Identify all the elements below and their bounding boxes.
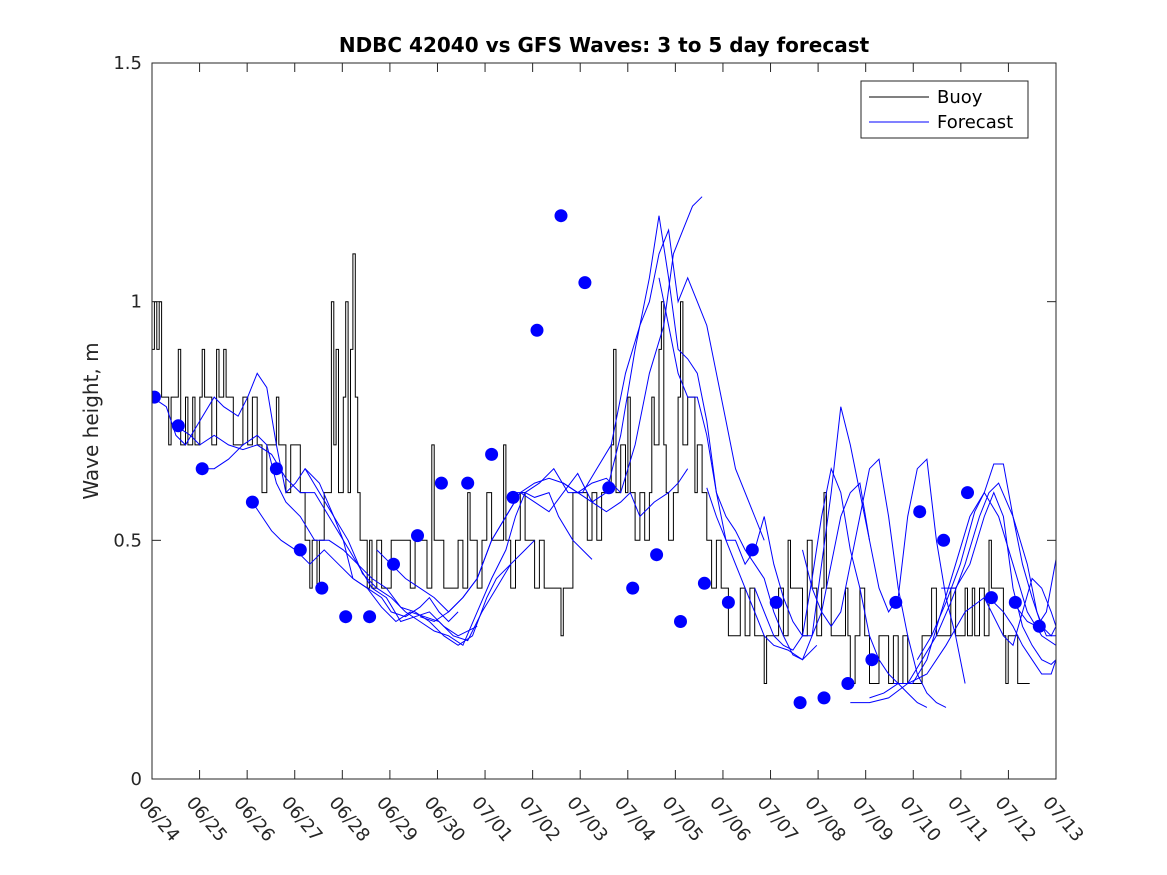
series-line-forecast-run-17 xyxy=(941,491,1056,666)
forecast-marker-2 xyxy=(195,462,209,476)
forecast-marker-1 xyxy=(171,419,185,433)
series-line-forecast-run-9 xyxy=(658,277,870,661)
chart-title: NDBC 42040 vs GFS Waves: 3 to 5 day fore… xyxy=(339,33,870,57)
series-line-forecast-run-4 xyxy=(304,468,593,647)
forecast-marker-33 xyxy=(961,486,974,500)
forecast-marker-9 xyxy=(387,557,400,571)
forecast-marker-17 xyxy=(578,276,592,290)
series-line-forecast-run-0 xyxy=(152,372,459,623)
forecast-marker-18 xyxy=(602,481,616,495)
forecast-marker-20 xyxy=(650,548,664,562)
legend-label-forecast: Forecast xyxy=(937,112,1013,133)
forecast-marker-22 xyxy=(697,576,711,590)
forecast-marker-13 xyxy=(485,447,499,461)
forecast-marker-15 xyxy=(530,323,544,337)
series-line-forecast-run-18 xyxy=(988,597,1056,675)
forecast-marker-0 xyxy=(152,390,161,404)
forecast-marker-25 xyxy=(769,595,783,609)
legend-label-buoy: Buoy xyxy=(937,87,983,108)
series-line-forecast-run-7 xyxy=(510,228,765,541)
y-tick-label: 1 xyxy=(131,292,142,313)
forecast-marker-16 xyxy=(554,209,568,223)
forecast-marker-36 xyxy=(1032,619,1046,633)
plot-area xyxy=(152,196,1056,710)
series-line-forecast-run-8 xyxy=(563,215,818,661)
forecast-marker-12 xyxy=(461,476,475,490)
series-line-forecast-run-5 xyxy=(376,468,689,613)
forecast-marker-7 xyxy=(339,610,353,624)
forecast-marker-30 xyxy=(889,595,903,609)
axes-box xyxy=(151,62,1057,780)
series-line-forecast-run-15 xyxy=(893,482,1056,684)
forecast-marker-27 xyxy=(817,691,831,705)
y-tick-label: 1.5 xyxy=(113,53,142,74)
forecast-marker-19 xyxy=(626,581,640,595)
forecast-marker-28 xyxy=(841,677,855,690)
series-line-forecast-run-12 xyxy=(802,458,947,708)
forecast-marker-29 xyxy=(865,653,879,667)
series-line-forecast-run-13 xyxy=(850,577,1056,704)
forecast-marker-4 xyxy=(269,462,283,476)
forecast-marker-24 xyxy=(745,543,759,557)
forecast-marker-34 xyxy=(984,591,998,605)
forecast-marker-6 xyxy=(315,581,329,595)
y-tick-label: 0 xyxy=(131,769,142,790)
legend: Buoy Forecast xyxy=(860,80,1029,139)
forecast-marker-11 xyxy=(434,476,448,490)
forecast-marker-21 xyxy=(674,615,687,628)
forecast-marker-3 xyxy=(245,495,259,509)
forecast-marker-10 xyxy=(411,529,424,543)
forecast-marker-31 xyxy=(913,505,927,519)
y-tick-label: 0.5 xyxy=(113,530,142,551)
forecast-marker-5 xyxy=(293,543,307,557)
forecast-marker-35 xyxy=(1008,595,1022,609)
series-line-forecast-run-10 xyxy=(706,458,966,684)
legend-box xyxy=(860,80,1029,139)
series-line-forecast-run-1 xyxy=(175,425,478,637)
forecast-marker-32 xyxy=(937,533,951,547)
forecast-marker-14 xyxy=(506,490,520,504)
forecast-marker-26 xyxy=(793,696,807,710)
forecast-marker-8 xyxy=(363,610,377,624)
forecast-marker-23 xyxy=(721,595,735,609)
y-axis-label: Wave height, m xyxy=(79,342,103,499)
series-line-forecast-run-3 xyxy=(251,501,535,642)
